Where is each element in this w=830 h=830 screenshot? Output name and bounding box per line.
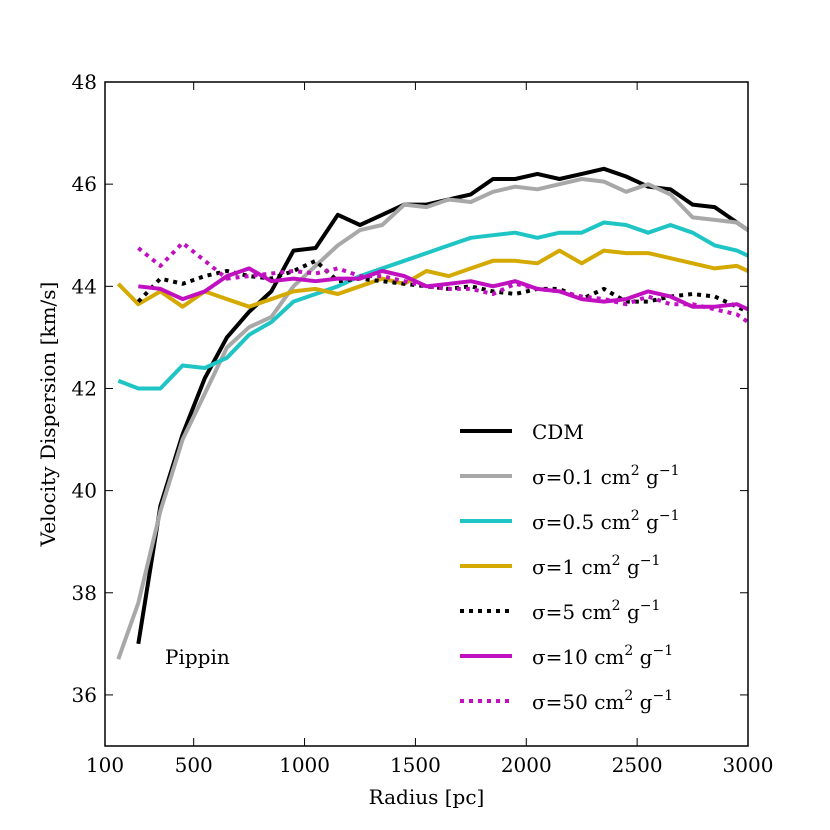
x-tick-label: 1500 — [390, 753, 441, 777]
y-axis-label: Velocity Dispersion [km/s] — [36, 282, 60, 548]
series-line-0 — [138, 169, 748, 644]
legend-label-5: σ=10 cm2 g−1 — [532, 643, 673, 669]
y-tick-label: 38 — [72, 581, 97, 605]
y-tick-label: 44 — [72, 274, 97, 298]
tick-layer: 100 500 1000 1500 2000 2500 3000 36 38 40 42 44 46 48 — [72, 70, 774, 777]
legend-label-1: σ=0.1 cm2 g−1 — [532, 463, 679, 489]
legend-label-0: CDM — [532, 420, 584, 444]
y-tick-label: 42 — [72, 376, 97, 400]
velocity-dispersion-chart: 100 500 1000 1500 2000 2500 3000 36 38 40 42 44 46 48… — [0, 0, 830, 830]
legend-label-6: σ=50 cm2 g−1 — [532, 688, 673, 714]
legend-label-2: σ=0.5 cm2 g−1 — [532, 508, 679, 534]
legend-label-4: σ=5 cm2 g−1 — [532, 598, 660, 624]
x-tick-label: 1000 — [279, 753, 330, 777]
x-axis-label: Radius [pc] — [369, 785, 485, 809]
pippin-annotation: Pippin — [165, 645, 230, 669]
x-tick-label: 100 — [86, 753, 124, 777]
x-tick-label: 2000 — [501, 753, 552, 777]
y-tick-label: 46 — [72, 172, 97, 196]
x-tick-label: 3000 — [723, 753, 774, 777]
y-tick-label: 48 — [72, 70, 97, 94]
series-line-2 — [118, 223, 748, 389]
series-line-3 — [118, 251, 748, 307]
y-tick-label: 40 — [72, 479, 97, 503]
series-layer — [118, 169, 748, 659]
x-tick-label: 500 — [175, 753, 213, 777]
legend: CDM σ=0.1 cm2 g−1 σ=0.5 cm2 g−1 σ=1 cm2 g−1… — [460, 420, 679, 714]
y-tick-label: 36 — [72, 683, 97, 707]
x-tick-label: 2500 — [612, 753, 663, 777]
legend-label-3: σ=1 cm2 g−1 — [532, 553, 660, 579]
